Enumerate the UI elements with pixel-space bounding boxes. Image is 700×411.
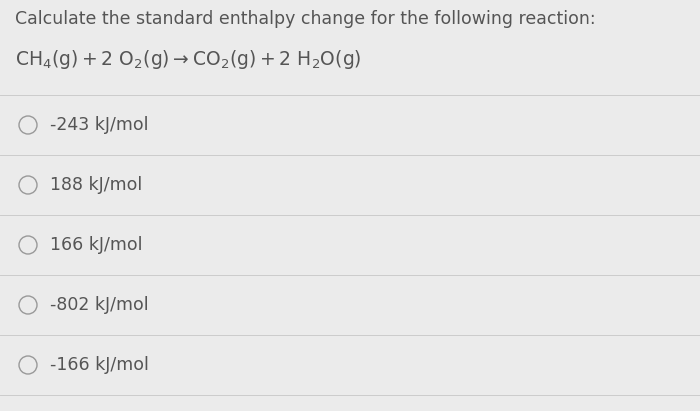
Text: -243 kJ/mol: -243 kJ/mol [50,116,148,134]
Text: $\mathrm{CH_4(g) + 2\ O_2(g) \rightarrow CO_2(g) + 2\ H_2O(g)}$: $\mathrm{CH_4(g) + 2\ O_2(g) \rightarrow… [15,48,362,71]
Text: 166 kJ/mol: 166 kJ/mol [50,236,143,254]
Text: -166 kJ/mol: -166 kJ/mol [50,356,149,374]
Text: Calculate the standard enthalpy change for the following reaction:: Calculate the standard enthalpy change f… [15,10,596,28]
Text: -802 kJ/mol: -802 kJ/mol [50,296,148,314]
Text: 188 kJ/mol: 188 kJ/mol [50,176,142,194]
